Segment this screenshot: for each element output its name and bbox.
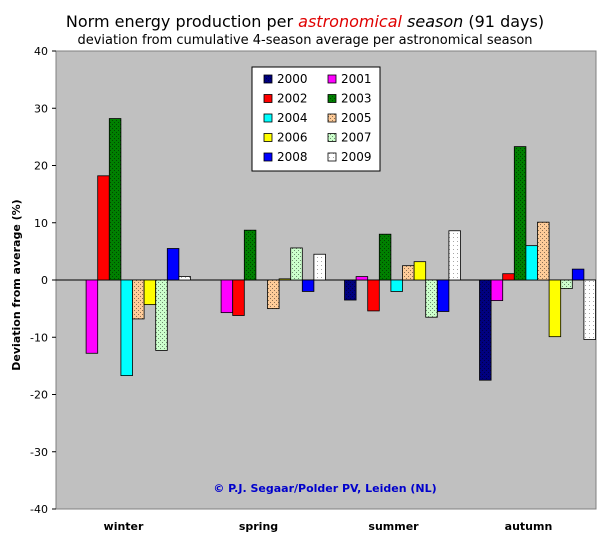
legend-swatch-2004 [263,113,273,123]
bar-autumn-2004 [525,245,538,281]
bar-spring-2009 [313,253,326,281]
bar-spring-2001 [220,279,234,314]
legend-swatch-2001 [327,74,337,84]
title-text: Norm energy production per [65,12,299,31]
legend-swatch-2009 [327,152,337,162]
bar-autumn-2008 [571,268,585,281]
bar-spring-2007 [290,247,303,281]
y-tick-label: -30 [30,446,48,459]
bar-summer-2008 [436,279,450,312]
bar-autumn-2002 [502,273,515,281]
legend-label-2003: 2003 [341,92,372,106]
chart-subtitle: deviation from cumulative 4-season avera… [77,33,533,48]
bar-autumn-2005 [537,221,550,281]
legend-label-2001: 2001 [341,72,372,86]
legend-label-2000: 2000 [277,72,308,86]
y-tick-label: -40 [30,503,48,516]
legend-swatch-2002 [263,94,273,103]
bars [85,118,596,381]
bar-autumn-2007 [560,279,573,289]
bar-summer-2000 [344,279,357,301]
legend: 2000 2001 2002 2003 2004 2005 2006 2007 2008 2009 [251,66,381,172]
bar-autumn-2001 [490,279,504,302]
bar-winter-2003 [108,118,122,281]
bar-winter-2005 [132,279,145,320]
bar-summer-2002 [367,279,380,312]
bar-summer-2001 [355,276,369,281]
y-axis-label: Deviation from average (%) [10,199,23,370]
bar-winter-2001 [85,279,99,354]
bar-winter-2002 [97,175,110,281]
bar-winter-2007 [155,279,168,351]
x-tick-label: autumn [505,520,553,533]
bar-spring-2005 [267,279,280,310]
bar-summer-2004 [390,279,403,292]
bar-autumn-2009 [583,279,596,340]
y-tick-label: 20 [34,160,48,173]
y-tick-label: 0 [41,274,48,287]
bar-spring-2006 [278,278,292,281]
title-days: (91 days) [463,12,545,31]
bar-summer-2006 [413,261,427,281]
bar-spring-2002 [232,279,245,316]
x-tick-label: winter [104,520,144,533]
bar-autumn-2006 [548,279,562,338]
x-axis: winter spring summer autumn [104,520,553,533]
bar-autumn-2003 [513,146,527,281]
legend-swatch-2008 [263,152,273,162]
bar-winter-2009 [178,276,191,281]
legend-label-2008: 2008 [277,150,308,164]
legend-swatch-2000 [263,74,273,84]
legend-box [251,66,381,172]
bar-winter-2008 [166,248,180,281]
y-tick-label: -20 [30,389,48,402]
bar-spring-2003 [243,229,257,281]
bar-winter-2006 [143,279,157,306]
legend-label-2007: 2007 [341,131,372,145]
credit-text: © P.J. Segaar/Polder PV, Leiden (NL) [213,482,436,495]
x-tick-label: summer [368,520,419,533]
legend-label-2004: 2004 [277,111,308,125]
chart-title: Norm energy production per astronomical … [0,12,610,31]
x-tick-label: spring [239,520,278,533]
legend-label-2006: 2006 [277,131,308,145]
bar-winter-2004 [120,279,133,377]
legend-label-2002: 2002 [277,92,308,106]
bar-summer-2005 [402,265,415,281]
title-highlight: astronomical [298,12,402,31]
legend-swatch-2005 [327,113,337,123]
y-tick-label: 10 [34,217,48,230]
y-tick-label: -10 [30,331,48,344]
legend-label-2009: 2009 [341,150,372,164]
legend-swatch-2006 [263,133,273,142]
title-season: season [401,12,464,31]
bar-summer-2009 [448,230,461,281]
legend-swatch-2003 [327,94,337,103]
bar-summer-2003 [378,233,392,281]
legend-label-2005: 2005 [341,111,372,125]
bar-summer-2007 [425,279,438,318]
legend-swatch-2007 [327,133,337,142]
bar-autumn-2000 [479,279,492,381]
y-axis: -40 -30 -20 -10 0 10 20 30 40 [30,45,596,516]
y-tick-label: 30 [34,102,48,115]
bar-spring-2008 [301,279,315,292]
y-tick-label: 40 [34,45,48,58]
